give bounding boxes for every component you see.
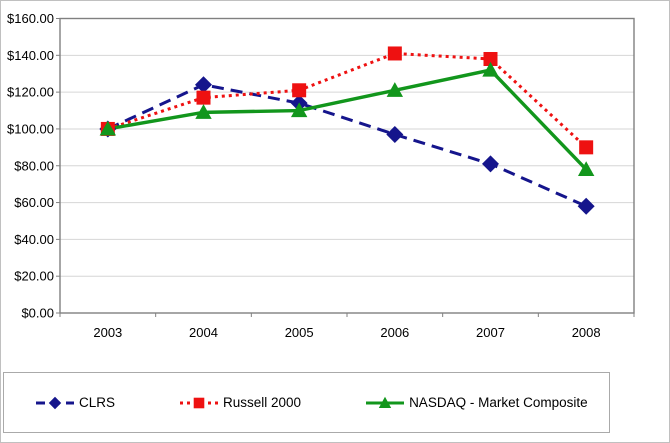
legend: CLRS Russell 2000 NASDAQ - Market Composit… <box>3 372 610 433</box>
legend-label: Russell 2000 <box>223 395 302 410</box>
y-tick-label: $40.00 <box>14 232 54 247</box>
diamond-marker-icon <box>577 197 595 215</box>
y-tick-label: $60.00 <box>14 195 54 210</box>
y-tick-label: $160.00 <box>7 11 54 26</box>
legend-square-line-icon <box>180 397 219 408</box>
square-marker-icon <box>292 83 307 98</box>
diamond-marker-icon <box>48 396 62 409</box>
square-marker-icon <box>387 46 402 61</box>
x-tick-label: 2003 <box>93 325 122 340</box>
y-tick-label: $80.00 <box>14 158 54 173</box>
square-marker-icon <box>483 51 498 66</box>
y-tick-label: $20.00 <box>14 269 54 284</box>
legend-diamond-line-icon <box>36 396 74 409</box>
y-tick-label: $0.00 <box>21 306 54 321</box>
diamond-marker-icon <box>386 125 404 143</box>
legend-label: CLRS <box>79 395 116 410</box>
series-line <box>107 51 588 149</box>
x-tick-label: 2004 <box>189 325 218 340</box>
triangle-marker-icon <box>577 161 595 176</box>
triangle-marker-icon <box>386 82 404 97</box>
legend-item: CLRS <box>36 394 115 412</box>
triangle-marker-icon <box>99 120 117 136</box>
diamond-marker-icon <box>195 76 212 94</box>
triangle-marker-icon <box>482 61 499 77</box>
triangle-marker-icon <box>378 396 392 408</box>
square-marker-icon <box>193 397 205 408</box>
diamond-marker-icon <box>482 155 499 173</box>
legend-item: Russell 2000 <box>180 394 301 412</box>
x-tick-label: 2008 <box>572 325 601 340</box>
triangle-marker-icon <box>290 102 308 118</box>
legend-triangle-line-icon <box>366 396 405 408</box>
y-tick-label: $100.00 <box>7 121 54 136</box>
legend-label: NASDAQ - Market Composite <box>409 395 588 410</box>
y-tick-label: $140.00 <box>7 48 54 63</box>
x-tick-label: 2007 <box>476 325 505 340</box>
y-tick-label: $120.00 <box>7 85 54 100</box>
square-marker-icon <box>579 140 594 155</box>
triangle-marker-icon <box>195 104 212 119</box>
x-tick-label: 2005 <box>285 325 314 340</box>
square-marker-icon <box>196 90 211 105</box>
series-line <box>107 68 588 171</box>
x-tick-label: 2006 <box>380 325 409 340</box>
legend-item: NASDAQ - Market Composite <box>366 394 588 412</box>
series-line <box>107 83 587 208</box>
